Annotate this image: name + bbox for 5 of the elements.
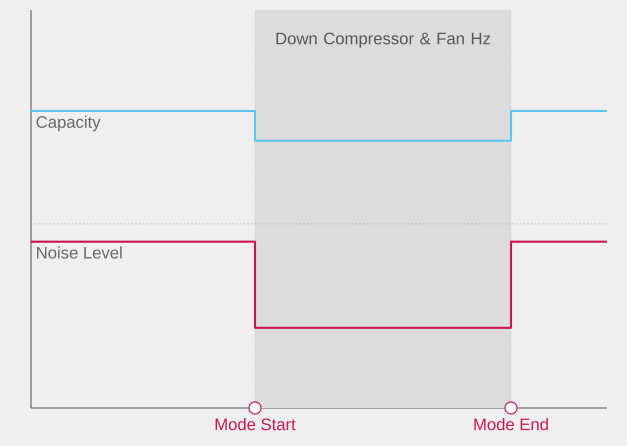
series-label: Capacity bbox=[36, 116, 101, 132]
x-tick-label: Mode End bbox=[474, 418, 548, 430]
series-label: Noise Level bbox=[37, 246, 122, 259]
band-label: Down Compressor & Fan Hz bbox=[276, 32, 490, 48]
x-tick-label: Mode Start bbox=[216, 418, 296, 430]
